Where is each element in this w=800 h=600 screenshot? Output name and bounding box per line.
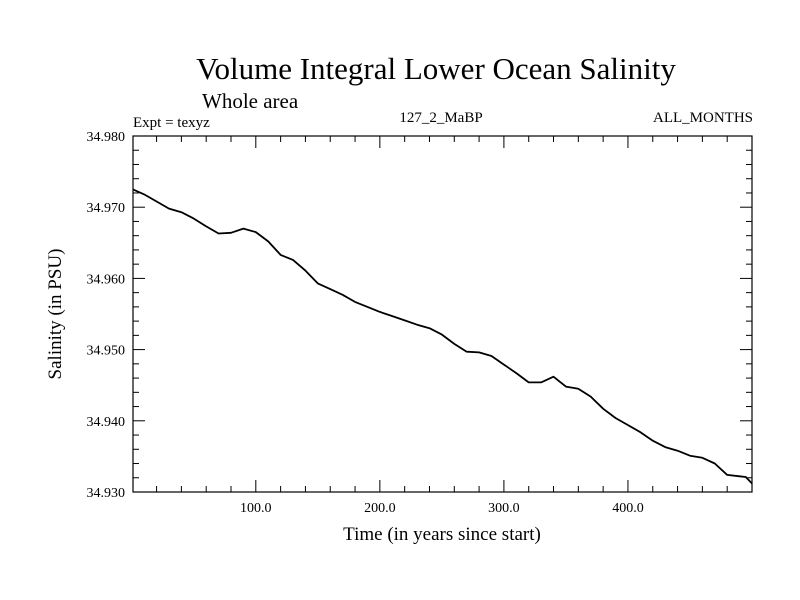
x-tick-labels: 100.0 200.0 300.0 400.0 (240, 501, 644, 516)
x-tick-label: 100.0 (240, 501, 272, 516)
experiment-label: Expt = texyz (133, 115, 210, 131)
y-tick-label: 34.980 (87, 130, 126, 145)
run-label: 127_2_MaBP (399, 110, 482, 126)
axis-ticks (133, 136, 752, 492)
x-axis-label: Time (in years since start) (343, 524, 541, 545)
y-axis-label: Salinity (in PSU) (45, 249, 66, 380)
y-tick-label: 34.960 (87, 272, 126, 287)
y-tick-label: 34.970 (87, 201, 126, 216)
x-tick-label: 200.0 (364, 501, 396, 516)
y-tick-label: 34.950 (87, 344, 126, 359)
chart-subtitle: Whole area (202, 89, 299, 113)
salinity-series-line (132, 188, 753, 485)
x-tick-label: 400.0 (612, 501, 644, 516)
chart-title: Volume Integral Lower Ocean Salinity (196, 51, 676, 86)
y-tick-labels: 34.930 34.940 34.950 34.960 34.970 34.980 (87, 130, 126, 501)
months-label: ALL_MONTHS (653, 110, 753, 126)
y-tick-label: 34.930 (87, 486, 126, 501)
plot-frame (132, 135, 753, 493)
x-tick-label: 300.0 (488, 501, 520, 516)
y-tick-label: 34.940 (87, 415, 126, 430)
